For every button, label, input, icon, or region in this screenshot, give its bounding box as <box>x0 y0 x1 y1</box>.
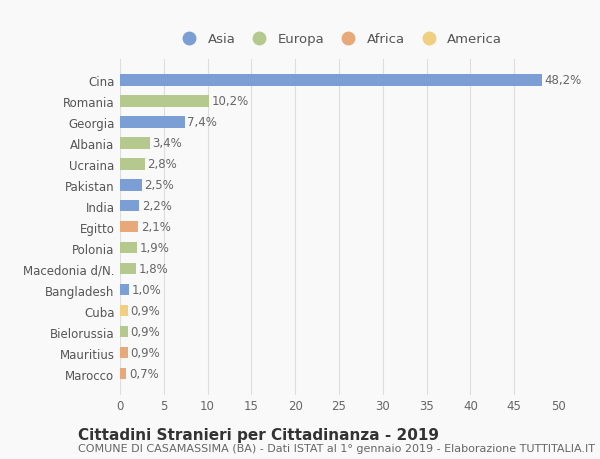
Text: 0,7%: 0,7% <box>129 367 158 380</box>
Bar <box>120 159 145 170</box>
Text: 2,1%: 2,1% <box>141 221 171 234</box>
Bar <box>120 305 128 317</box>
Bar <box>120 347 128 358</box>
Bar <box>120 201 139 212</box>
Bar <box>120 368 126 380</box>
Text: 10,2%: 10,2% <box>212 95 249 108</box>
Text: 1,0%: 1,0% <box>131 284 161 297</box>
Text: 0,9%: 0,9% <box>131 325 160 338</box>
Text: 2,5%: 2,5% <box>145 179 174 192</box>
Text: 2,8%: 2,8% <box>147 158 177 171</box>
Bar <box>120 326 128 338</box>
Bar <box>120 221 139 233</box>
Text: Cittadini Stranieri per Cittadinanza - 2019: Cittadini Stranieri per Cittadinanza - 2… <box>78 427 439 442</box>
Bar <box>120 117 185 128</box>
Bar <box>120 263 136 275</box>
Text: 48,2%: 48,2% <box>545 74 582 87</box>
Bar <box>120 242 137 254</box>
Text: 0,9%: 0,9% <box>131 347 160 359</box>
Text: 3,4%: 3,4% <box>152 137 182 150</box>
Legend: Asia, Europa, Africa, America: Asia, Europa, Africa, America <box>172 29 506 50</box>
Bar <box>120 284 129 296</box>
Text: 2,2%: 2,2% <box>142 200 172 213</box>
Text: 7,4%: 7,4% <box>187 116 217 129</box>
Bar <box>120 75 542 86</box>
Text: 1,8%: 1,8% <box>139 263 168 275</box>
Bar <box>120 138 150 149</box>
Bar <box>120 179 142 191</box>
Text: 0,9%: 0,9% <box>131 304 160 318</box>
Bar <box>120 96 209 107</box>
Text: 1,9%: 1,9% <box>139 241 169 255</box>
Text: COMUNE DI CASAMASSIMA (BA) - Dati ISTAT al 1° gennaio 2019 - Elaborazione TUTTIT: COMUNE DI CASAMASSIMA (BA) - Dati ISTAT … <box>78 443 595 453</box>
